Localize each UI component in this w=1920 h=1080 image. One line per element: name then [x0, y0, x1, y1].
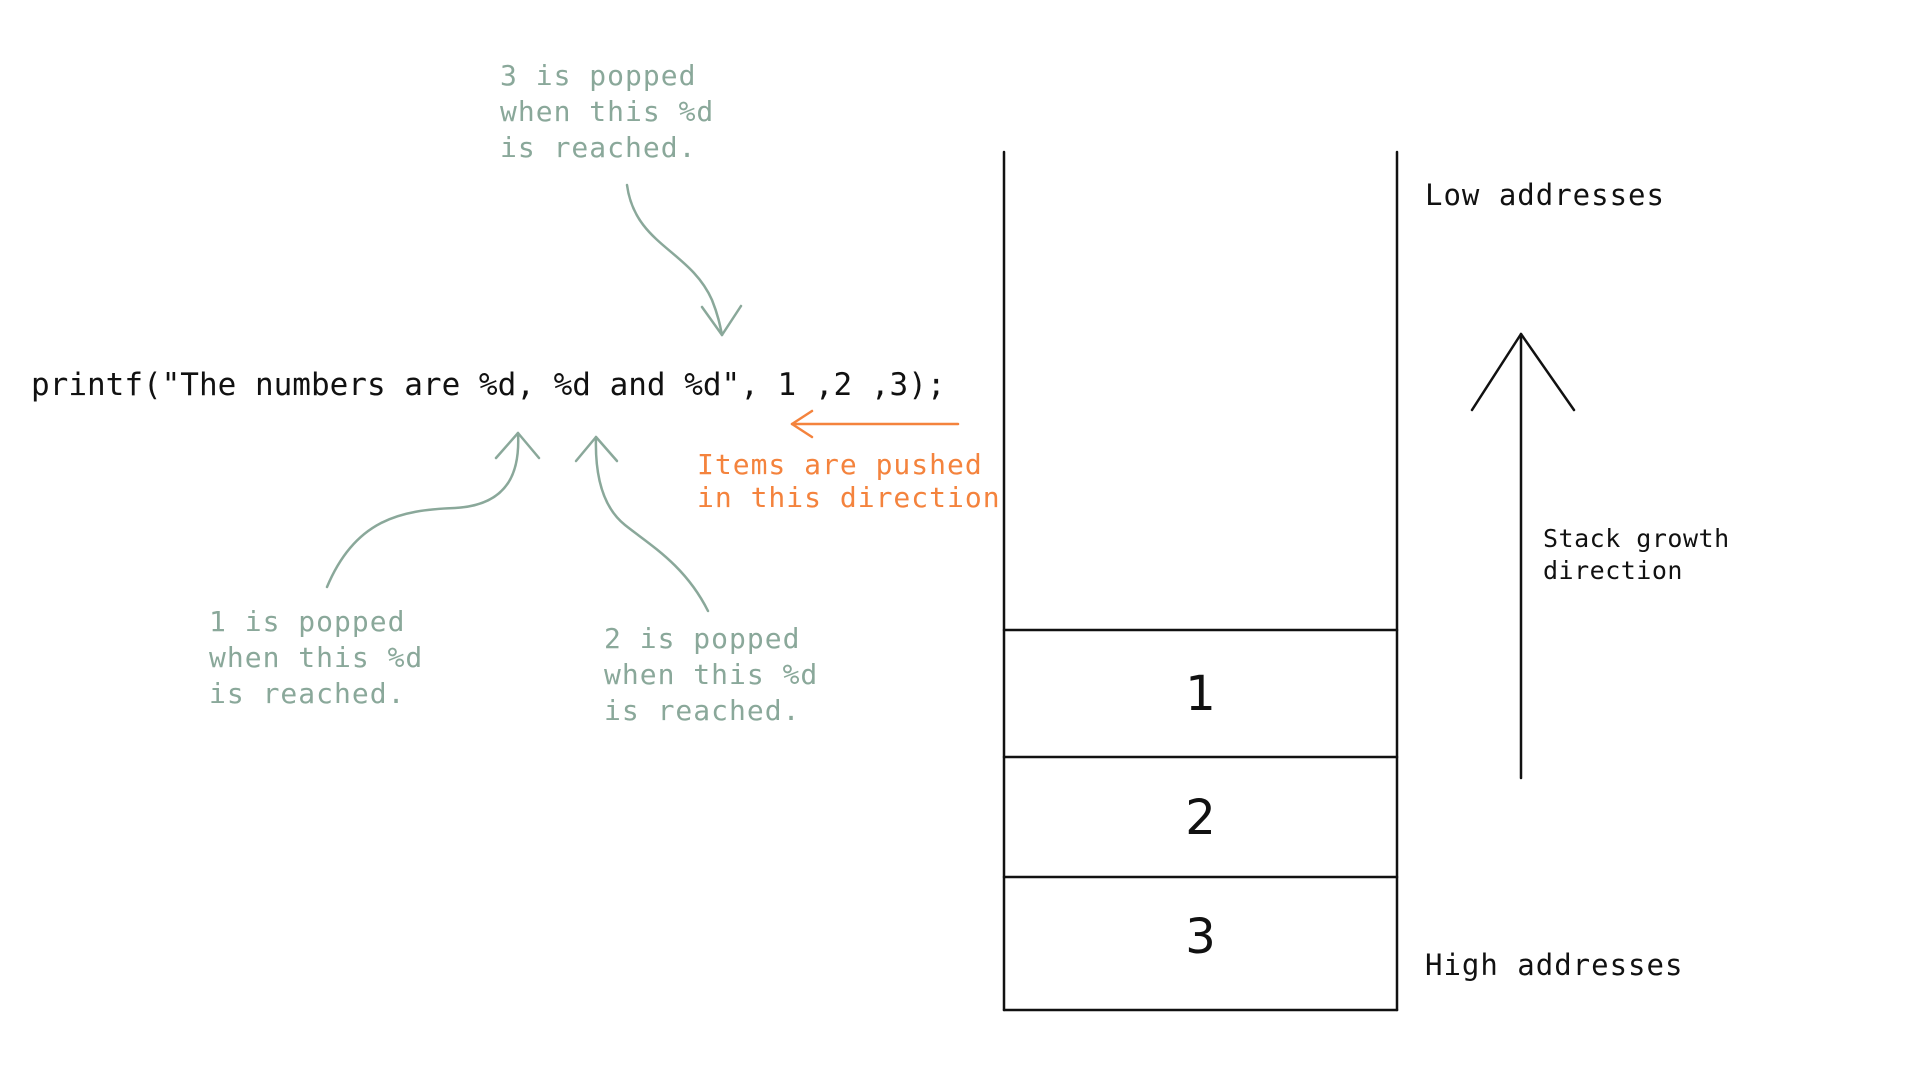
push-note-line: in this direction: [697, 481, 1001, 514]
annotation-line: is reached.: [604, 694, 801, 727]
annotation-line: when this %d: [604, 658, 819, 691]
pop-2-annotation: 2 is popped when this %d is reached.: [604, 621, 818, 729]
annotation-line: is reached.: [209, 677, 406, 710]
stack-cell-2: 2: [1185, 790, 1216, 846]
push-note-line: Items are pushed: [697, 448, 983, 481]
annotation-line: 1 is popped: [209, 605, 406, 638]
pop-3-annotation: 3 is popped when this %d is reached.: [500, 58, 714, 166]
annotation-line: when this %d: [500, 95, 715, 128]
high-addresses-label: High addresses: [1425, 948, 1684, 982]
push-note: Items are pushed in this direction: [697, 448, 1001, 514]
annotation-line: is reached.: [500, 131, 697, 164]
stack-cell-3: 3: [1185, 909, 1216, 965]
pop-2-arrow: [574, 435, 710, 613]
annotation-line: 3 is popped: [500, 59, 697, 92]
stack-growth-arrow: [1470, 332, 1576, 780]
stack-frame: [1002, 150, 1399, 1012]
growth-label-line: Stack growth: [1543, 524, 1730, 553]
pop-3-arrow: [625, 183, 743, 337]
pop-1-annotation: 1 is popped when this %d is reached.: [209, 604, 423, 712]
annotation-line: 2 is popped: [604, 622, 801, 655]
stack-cell-1: 1: [1185, 666, 1216, 722]
printf-code: printf("The numbers are %d, %d and %d", …: [31, 367, 946, 403]
stack-growth-label: Stack growth direction: [1543, 523, 1730, 587]
growth-label-line: direction: [1543, 556, 1683, 585]
annotation-line: when this %d: [209, 641, 424, 674]
pop-1-arrow: [325, 431, 541, 589]
push-direction-arrow: [790, 409, 960, 439]
low-addresses-label: Low addresses: [1425, 178, 1665, 212]
